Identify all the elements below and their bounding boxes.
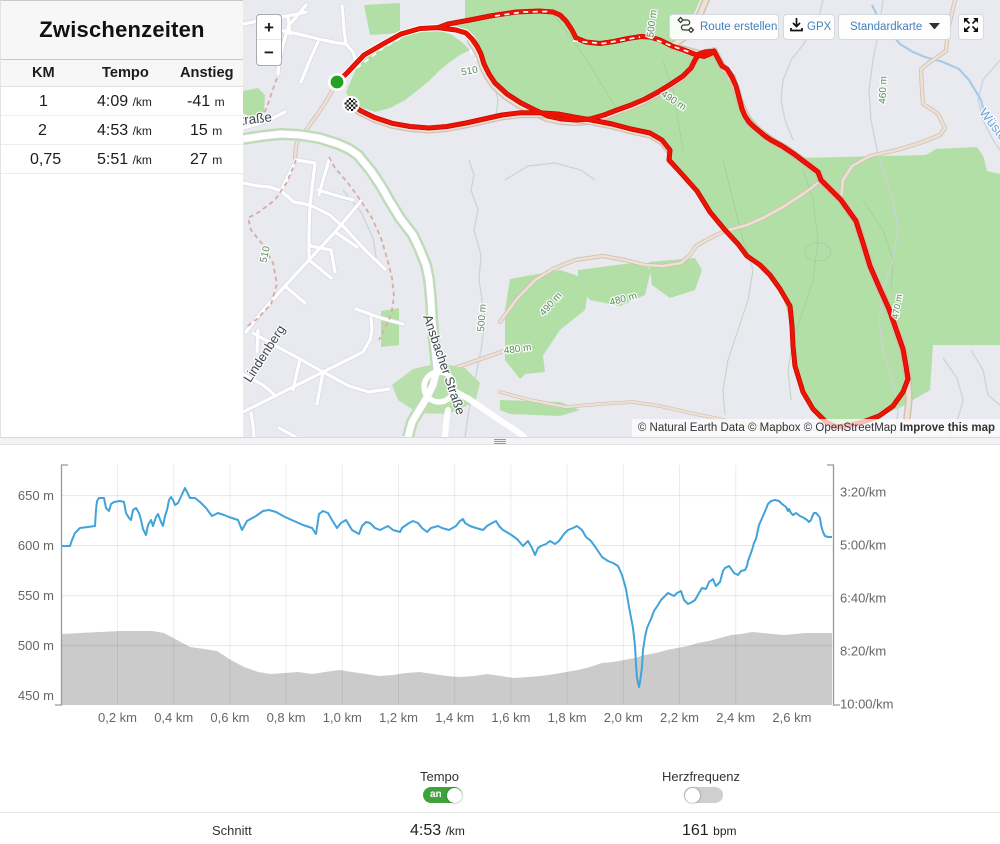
svg-text:10:00/km: 10:00/km (840, 697, 893, 712)
svg-text:0,8 km: 0,8 km (267, 710, 306, 725)
svg-text:500 m: 500 m (645, 9, 659, 38)
svg-text:510: 510 (460, 65, 479, 79)
svg-text:1,0 km: 1,0 km (323, 710, 362, 725)
svg-text:0,2 km: 0,2 km (98, 710, 137, 725)
svg-text:500 m: 500 m (476, 304, 489, 332)
svg-text:1,4 km: 1,4 km (435, 710, 474, 725)
svg-text:2,4 km: 2,4 km (716, 710, 755, 725)
svg-text:2,2 km: 2,2 km (660, 710, 699, 725)
svg-text:1,6 km: 1,6 km (491, 710, 530, 725)
svg-text:traße: traße (243, 109, 273, 128)
svg-text:550 m: 550 m (18, 588, 54, 603)
svg-text:480 m: 480 m (503, 342, 532, 357)
svg-text:500 m: 500 m (18, 638, 54, 653)
svg-text:2,6 km: 2,6 km (772, 710, 811, 725)
svg-text:1,2 km: 1,2 km (379, 710, 418, 725)
svg-text:8:20/km: 8:20/km (840, 644, 886, 659)
svg-text:1,8 km: 1,8 km (548, 710, 587, 725)
svg-text:460 m: 460 m (878, 76, 890, 104)
svg-text:450 m: 450 m (18, 688, 54, 703)
svg-text:5:00/km: 5:00/km (840, 538, 886, 553)
svg-text:600 m: 600 m (18, 538, 54, 553)
svg-text:0,6 km: 0,6 km (210, 710, 249, 725)
svg-text:510: 510 (258, 245, 272, 264)
svg-text:3:20/km: 3:20/km (840, 485, 886, 500)
svg-text:2,0 km: 2,0 km (604, 710, 643, 725)
svg-text:6:40/km: 6:40/km (840, 591, 886, 606)
svg-text:650 m: 650 m (18, 488, 54, 503)
svg-text:0,4 km: 0,4 km (154, 710, 193, 725)
